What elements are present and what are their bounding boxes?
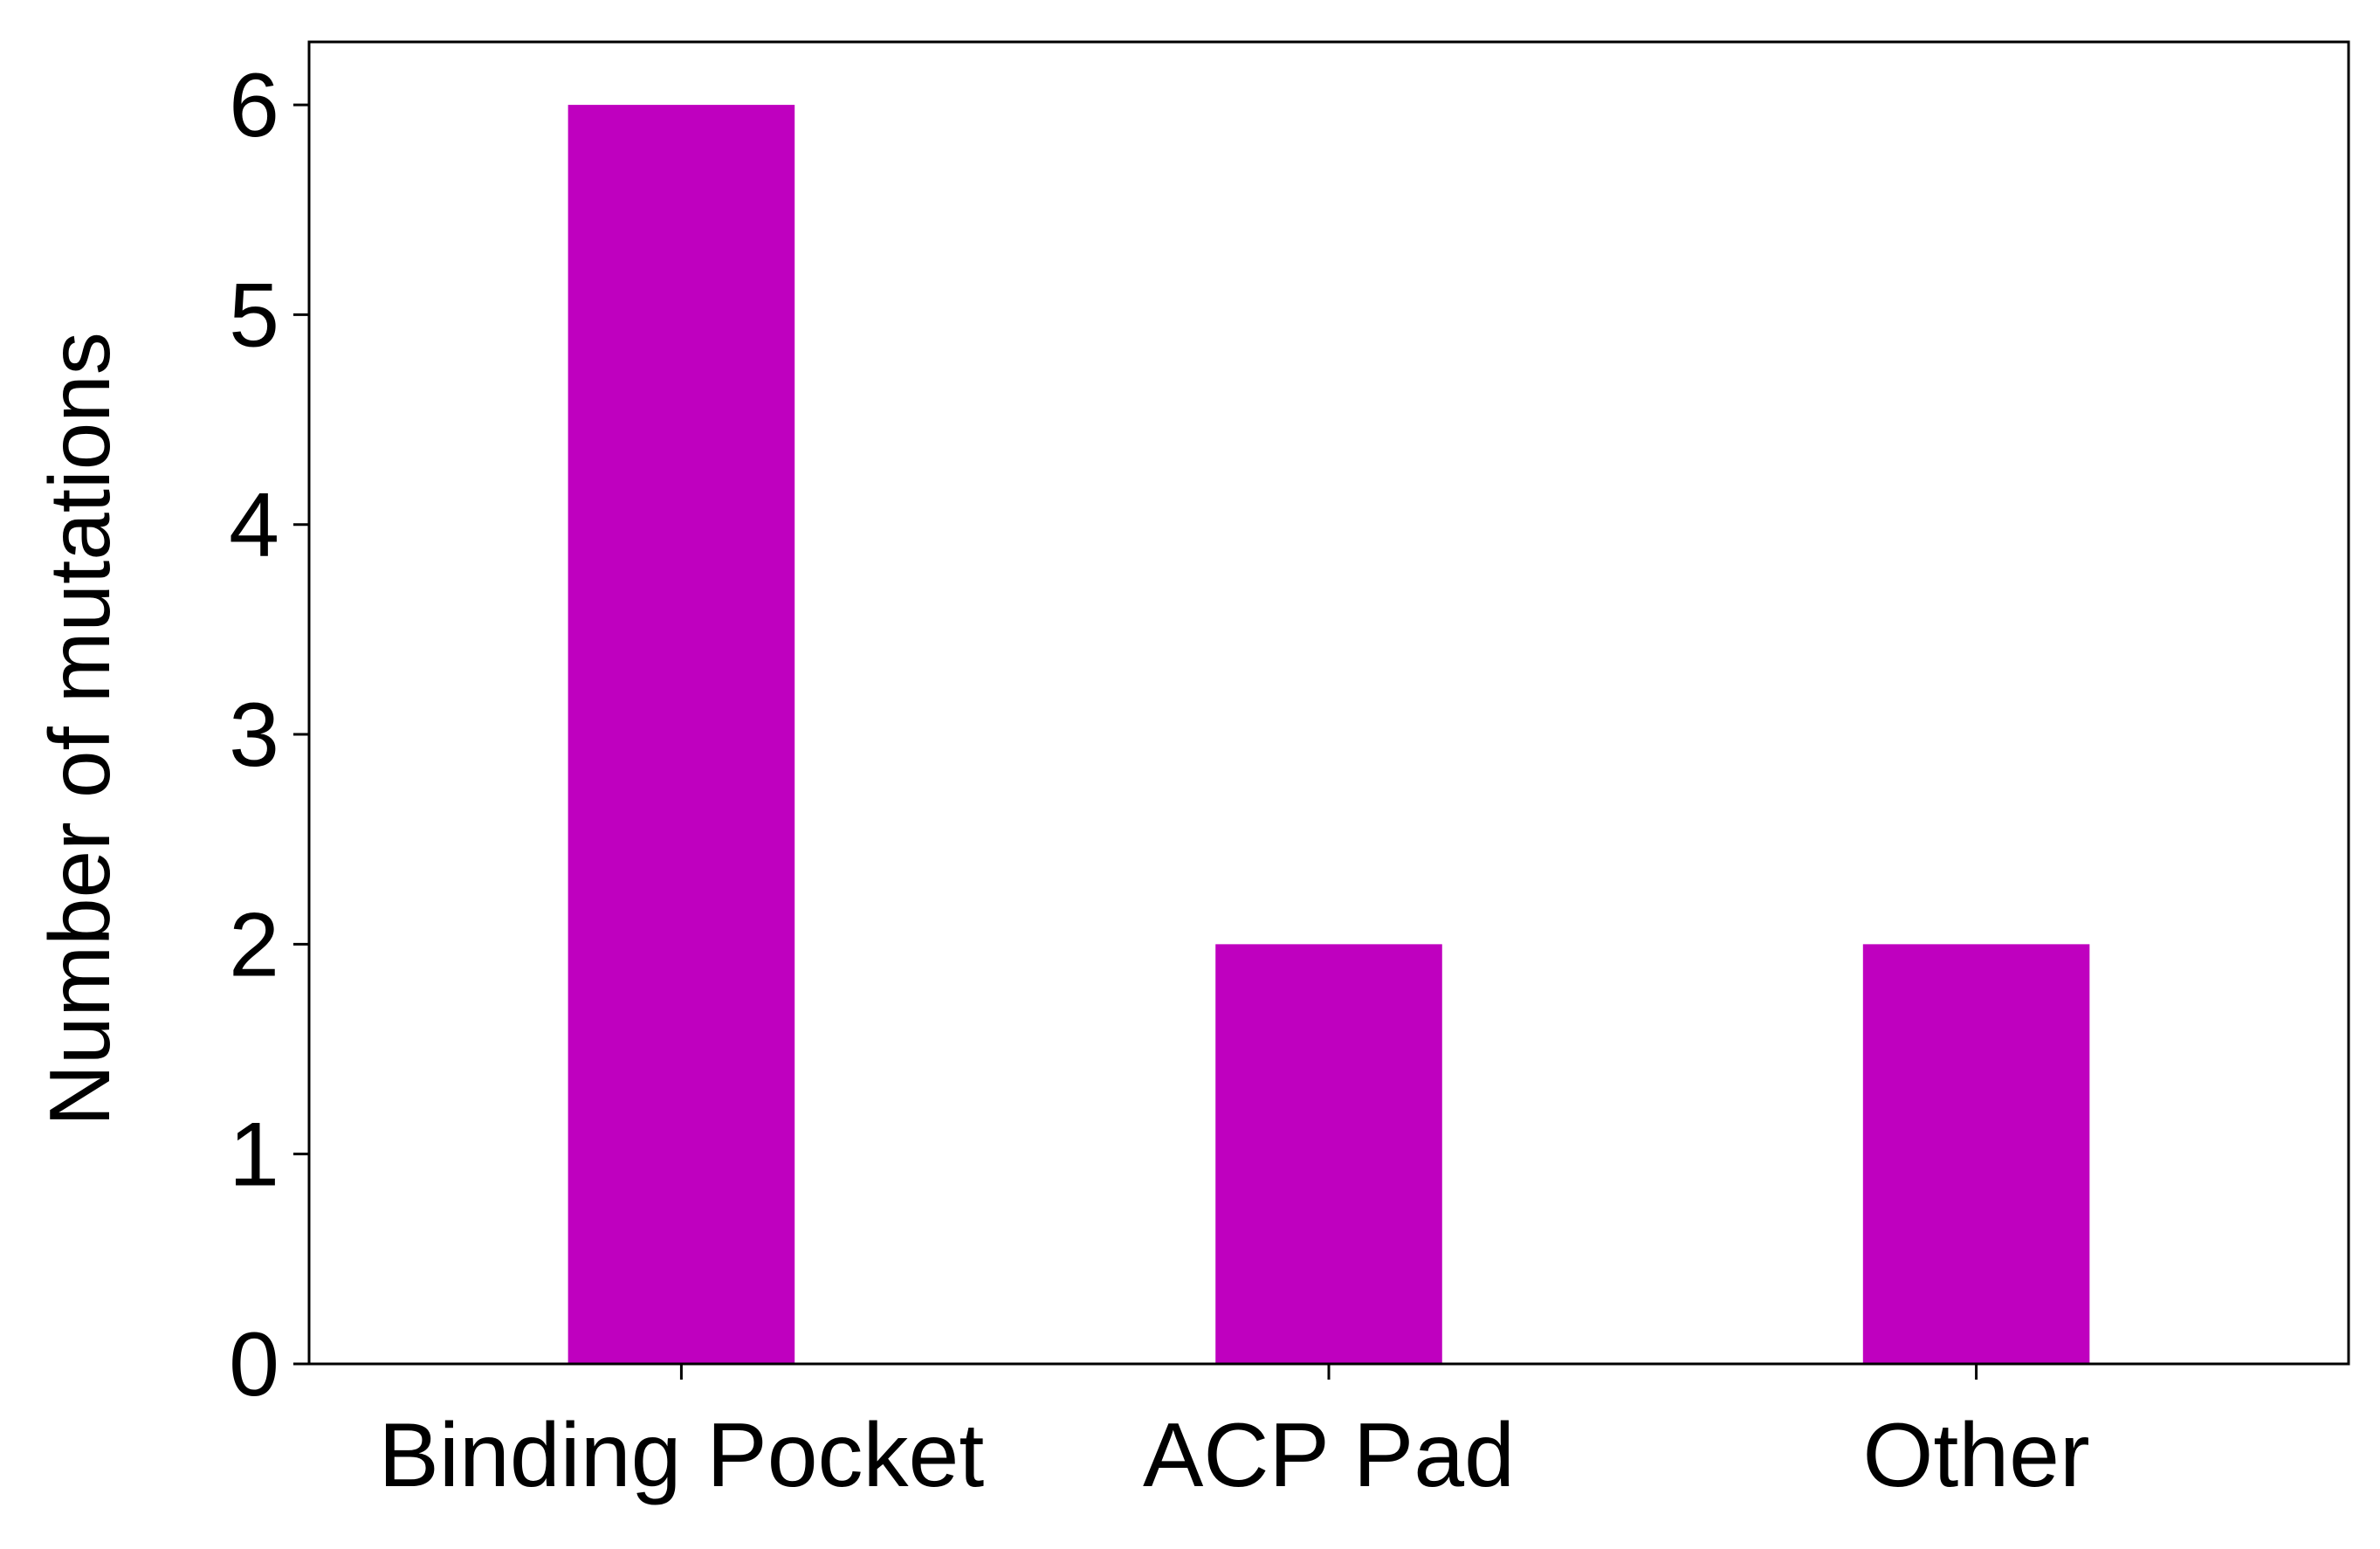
y-axis-label: Number of mutations [31, 332, 127, 1126]
x-axis-ticks: Binding Pocket ACP Pad Other [379, 1364, 2090, 1506]
y-tick-label: 1 [229, 1105, 279, 1206]
y-tick-label: 4 [229, 475, 279, 576]
bar-binding-pocket [567, 105, 795, 1365]
bar-other [1862, 944, 2090, 1364]
plot-frame [307, 40, 2350, 1366]
y-tick-label: 5 [229, 265, 279, 366]
y-tick-label: 3 [229, 685, 279, 786]
y-axis-ticks: 0 1 2 3 4 5 6 [229, 55, 309, 1415]
y-tick-label: 6 [229, 55, 279, 156]
y-tick-label: 0 [229, 1314, 279, 1415]
x-tick-label: Other [1863, 1405, 2090, 1506]
bar-acp-pad [1215, 944, 1442, 1364]
x-tick-label: Binding Pocket [379, 1405, 985, 1506]
y-tick-label: 2 [229, 894, 279, 995]
x-tick-label: ACP Pad [1143, 1405, 1515, 1506]
bars-group [567, 105, 2090, 1365]
